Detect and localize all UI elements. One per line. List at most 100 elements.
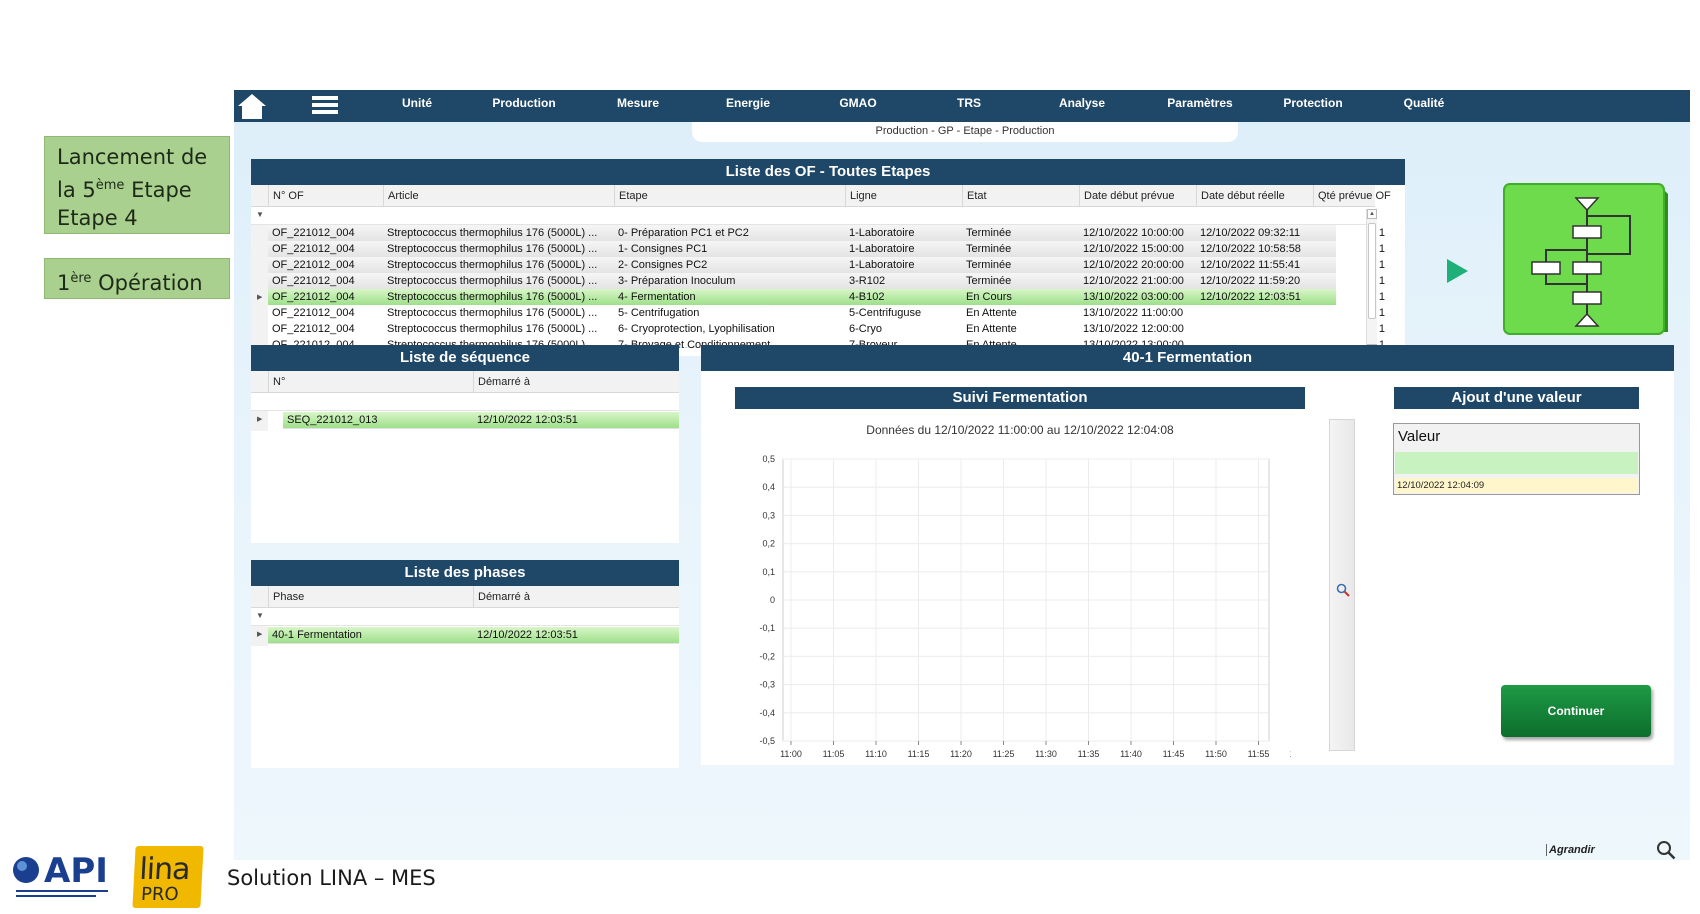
etape-cell: 6- Cryoprotection, Lyophilisation (618, 323, 775, 335)
detail-title: 40-1 Fermentation (701, 345, 1674, 371)
phase-grid-header: Phase Démarré à (251, 586, 679, 608)
x-tick-label: 11:30 (1035, 749, 1057, 759)
callout-operation: 1ère Opération (44, 258, 230, 299)
etat-cell: En Cours (966, 291, 1012, 303)
y-tick-label: 0,4 (762, 482, 775, 492)
play-icon[interactable] (1445, 258, 1469, 284)
phase-name-cell: 40-1 Fermentation (272, 629, 362, 641)
col-etape[interactable]: Etape (614, 185, 845, 207)
y-tick-label: 0,5 (762, 454, 775, 464)
fermentation-chart[interactable]: 0,5 0,4 0,3 0,2 0,1 0 -0,1 -0,2 -0,3 -0,4 -0,5 11:0… (731, 439, 1291, 759)
scroll-up-icon[interactable]: ▲ (1367, 209, 1377, 219)
col-etat[interactable]: Etat (962, 185, 1079, 207)
of-row[interactable]: OF_221012_004 Streptococcus thermophilus … (268, 257, 1385, 274)
x-tick-label: 11:00 (780, 749, 802, 759)
etat-cell: Terminée (966, 275, 1012, 287)
qte-cell: 1 (1378, 243, 1385, 255)
of-num-cell: OF_221012_004 (272, 243, 355, 255)
of-list-panel: Liste des OF - Toutes Etapes N° OF Artic… (251, 159, 1405, 356)
col-qte-prevue[interactable]: Qté prévue OF (1313, 185, 1436, 207)
col-phase-started[interactable]: Démarré à (473, 586, 679, 608)
col-date-reelle[interactable]: Date début réelle (1196, 185, 1313, 207)
sequence-filter-row[interactable] (251, 393, 679, 411)
chart-header: Suivi Fermentation (735, 387, 1305, 409)
col-phase[interactable]: Phase (268, 586, 473, 608)
y-tick-label: -0,2 (759, 651, 775, 661)
chart-zoom-strip[interactable] (1329, 419, 1355, 751)
of-scrollbar[interactable]: ▲ ▼ (1366, 209, 1377, 354)
nav-analyse[interactable]: Analyse (1058, 96, 1106, 110)
nav-energie[interactable]: Energie (725, 96, 770, 110)
date-prevue-cell: 13/10/2022 03:00:00 (1083, 291, 1184, 303)
row-marker-icon: ▶ (257, 631, 263, 638)
col-article[interactable]: Article (383, 185, 614, 207)
phase-filter-row[interactable]: ▼ (251, 608, 679, 626)
nav-unite[interactable]: Unité (402, 96, 432, 110)
nav-gmao[interactable]: GMAO (839, 96, 877, 110)
phase-started-cell: 12/10/2022 12:03:51 (477, 629, 578, 641)
callout-line-3: Etape 4 (57, 206, 138, 230)
nav-production[interactable]: Production (492, 96, 556, 110)
ligne-cell: 1-Laboratoire (849, 243, 915, 255)
nav-trs[interactable]: TRS (957, 96, 981, 110)
x-tick-label: 11:50 (1205, 749, 1227, 759)
search-icon[interactable] (1336, 583, 1350, 597)
etape-cell: 0- Préparation PC1 et PC2 (618, 227, 749, 239)
qte-cell: 1 (1378, 227, 1385, 239)
etape-cell: 1- Consignes PC1 (618, 243, 708, 255)
enlarge-label[interactable]: Agrandir (1546, 844, 1595, 856)
sequence-panel: Liste de séquence N° Démarré à ▶ SEQ_221… (251, 345, 679, 543)
etat-cell: Terminée (966, 243, 1012, 255)
date-reelle-cell (1196, 321, 1313, 337)
menu-icon[interactable] (312, 94, 338, 116)
of-row[interactable]: OF_221012_004 Streptococcus thermophilus … (268, 321, 1385, 338)
sequence-row[interactable]: SEQ_221012_013 12/10/2022 12:03:51 (283, 412, 679, 429)
seq-started-cell: 12/10/2022 12:03:51 (477, 414, 578, 426)
app-window: Unité Production Mesure Energie GMAO TRS… (234, 90, 1690, 860)
of-row[interactable]: OF_221012_004 Streptococcus thermophilus … (268, 273, 1385, 290)
of-row[interactable]: OF_221012_004 Streptococcus thermophilus … (268, 305, 1385, 322)
x-tick-label: 11:15 (908, 749, 930, 759)
of-row[interactable]: OF_221012_004 Streptococcus thermophilus … (268, 241, 1385, 258)
article-cell: Streptococcus thermophilus 176 (5000L) .… (387, 243, 598, 255)
lina-logo: lina PRO (132, 846, 204, 908)
scroll-thumb[interactable] (1368, 223, 1376, 319)
home-icon[interactable] (236, 92, 268, 120)
article-cell: Streptococcus thermophilus 176 (5000L) .… (387, 323, 598, 335)
nav-qualite[interactable]: Qualité (1403, 96, 1445, 110)
qte-cell: 1 (1378, 307, 1385, 319)
enlarge-control[interactable]: Agrandir (1546, 840, 1686, 860)
nav-mesure[interactable]: Mesure (616, 96, 660, 110)
qte-cell: 1 (1378, 323, 1385, 335)
x-tick-label: 11:45 (1163, 749, 1185, 759)
date-reelle-cell: 12/10/2022 11:59:20 (1200, 275, 1301, 287)
date-prevue-cell: 13/10/2022 12:00:00 (1083, 323, 1184, 335)
col-num-of[interactable]: N° OF (268, 185, 383, 207)
col-seq-started[interactable]: Démarré à (473, 371, 679, 393)
of-row[interactable]: OF_221012_004 Streptococcus thermophilus … (268, 289, 1385, 306)
filter-icon[interactable]: ▼ (256, 611, 264, 620)
nav-parametres[interactable]: Paramètres (1167, 96, 1233, 110)
col-date-prevue[interactable]: Date début prévue (1079, 185, 1196, 207)
of-filter-row[interactable]: ▼ (251, 207, 1375, 225)
etat-cell: Terminée (966, 259, 1012, 271)
phase-row[interactable]: 40-1 Fermentation 12/10/2022 12:03:51 (268, 627, 679, 644)
etat-cell: Terminée (966, 227, 1012, 239)
value-input[interactable] (1395, 452, 1638, 474)
api-logo: API (10, 848, 118, 908)
continue-button[interactable]: Continuer (1501, 685, 1651, 737)
x-tick-label: 11:20 (950, 749, 972, 759)
callout-launch-step: Lancement de la 5ème Etape Etape 4 (44, 136, 230, 234)
etat-cell: En Attente (966, 307, 1017, 319)
search-icon[interactable] (1656, 840, 1676, 860)
phase-row-gutter: ▶ (251, 626, 268, 646)
article-cell: Streptococcus thermophilus 176 (5000L) .… (387, 259, 598, 271)
add-value-box: Valeur 12/10/2022 12:04:09 (1393, 423, 1640, 495)
of-row[interactable]: OF_221012_004 Streptococcus thermophilus … (268, 225, 1385, 242)
filter-icon[interactable]: ▼ (256, 210, 264, 219)
col-seq-num[interactable]: N° (268, 371, 473, 393)
col-ligne[interactable]: Ligne (845, 185, 962, 207)
nav-protection[interactable]: Protection (1283, 96, 1343, 110)
flowchart-icon[interactable] (1500, 182, 1672, 342)
qte-cell: 1 (1378, 259, 1385, 271)
